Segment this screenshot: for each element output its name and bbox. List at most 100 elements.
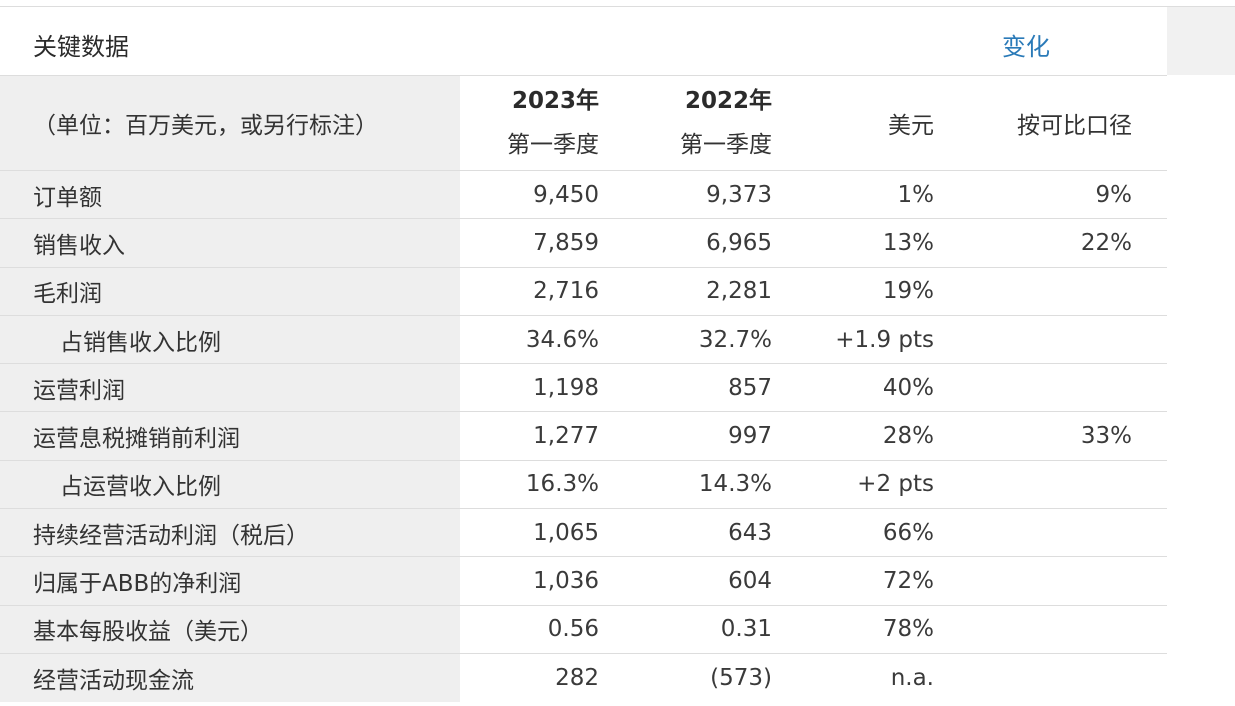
value-2023: 1,277 <box>533 423 599 450</box>
row-label-cell: 持续经营活动利润（税后） <box>0 509 460 557</box>
value-2023: 2,716 <box>533 278 599 305</box>
value-2022-cell: 14.3% <box>599 461 772 508</box>
change-usd: 19% <box>882 278 934 305</box>
unit-note: （单位：百万美元，或另行标注） <box>33 113 378 139</box>
value-2023: 9,450 <box>533 181 599 208</box>
table-row: 占销售收入比例 34.6% 32.7% +1.9 pts <box>0 315 1167 365</box>
row-label-cell: 订单额 <box>0 171 460 219</box>
change-usd-cell: +2 pts <box>772 461 934 508</box>
row-label: 毛利润 <box>33 281 102 308</box>
change-usd: 40% <box>882 374 934 401</box>
change-comparable-cell: 22% <box>934 219 1132 266</box>
table-title-row: 关键数据 变化 <box>0 7 1167 76</box>
change-usd: 13% <box>882 229 934 256</box>
row-label: 经营活动现金流 <box>33 668 194 695</box>
change-usd: +1.9 pts <box>835 326 934 353</box>
value-2022-cell: 997 <box>599 412 772 459</box>
row-label-cell: 经营活动现金流 <box>0 653 460 703</box>
change-comparable-cell <box>934 606 1132 653</box>
table-row: 持续经营活动利润（税后） 1,065 643 66% <box>0 509 1167 558</box>
change-usd: 28% <box>882 423 934 450</box>
value-2022: 997 <box>728 423 772 450</box>
table-row: 经营活动现金流 282 (573) n.a. <box>0 653 1167 703</box>
column-header-2022-q1: 2022年 第一季度 <box>599 76 772 170</box>
header-side-panel <box>1167 7 1235 75</box>
value-2022: 9,373 <box>706 181 772 208</box>
change-usd: n.a. <box>890 665 934 692</box>
row-label: 归属于ABB的净利润 <box>33 571 242 598</box>
value-2023-cell: 1,277 <box>460 412 599 459</box>
row-label: 持续经营活动利润（税后） <box>33 522 309 549</box>
value-2023: 16.3% <box>525 471 599 498</box>
value-2022-cell: 6,965 <box>599 219 772 266</box>
table-header-row: （单位：百万美元，或另行标注） 2023年 第一季度 2022年 第一季度 美元… <box>0 76 1167 171</box>
change-usd-cell: 19% <box>772 268 934 315</box>
table-row: 归属于ABB的净利润 1,036 604 72% <box>0 557 1167 606</box>
row-label: 占运营收入比例 <box>60 474 221 501</box>
value-2023-cell: 1,065 <box>460 509 599 556</box>
row-label: 订单额 <box>33 184 102 211</box>
change-comparable-cell <box>934 509 1132 556</box>
column-header-comparable-label: 按可比口径 <box>1017 113 1132 139</box>
value-2023-cell: 1,036 <box>460 557 599 604</box>
change-column-group-label: 变化 <box>1002 33 1050 61</box>
value-2023-cell: 1,198 <box>460 364 599 411</box>
change-comparable-cell <box>934 268 1132 315</box>
row-label-cell: 归属于ABB的净利润 <box>0 557 460 605</box>
value-2023-cell: 282 <box>460 654 599 702</box>
change-comparable-cell <box>934 557 1132 604</box>
value-2023: 1,036 <box>533 568 599 595</box>
column-header-2023-quarter: 第一季度 <box>507 132 599 158</box>
table-row: 基本每股收益（美元） 0.56 0.31 78% <box>0 605 1167 654</box>
column-header-usd-label: 美元 <box>888 113 934 139</box>
row-label: 运营利润 <box>33 377 125 404</box>
change-comparable-cell <box>934 316 1132 363</box>
value-2022: 643 <box>728 519 772 546</box>
change-usd-cell: 78% <box>772 606 934 653</box>
table-row: 占运营收入比例 16.3% 14.3% +2 pts <box>0 460 1167 510</box>
value-2022: 857 <box>728 374 772 401</box>
row-label: 运营息税摊销前利润 <box>33 426 240 453</box>
table-row: 运营利润 1,198 857 40% <box>0 364 1167 413</box>
value-2022-cell: (573) <box>599 654 772 702</box>
row-label-cell: 运营息税摊销前利润 <box>0 412 460 460</box>
value-2022-cell: 2,281 <box>599 268 772 315</box>
value-2022: 14.3% <box>698 471 772 498</box>
value-2022: 604 <box>728 568 772 595</box>
row-label-cell: 基本每股收益（美元） <box>0 605 460 653</box>
change-comparable: 9% <box>1095 181 1133 208</box>
value-2023: 1,198 <box>533 374 599 401</box>
row-label-cell: 毛利润 <box>0 267 460 315</box>
value-2022: (573) <box>710 665 772 692</box>
change-usd: 78% <box>882 616 934 643</box>
change-comparable-cell: 9% <box>934 171 1133 218</box>
value-2023-cell: 2,716 <box>460 268 599 315</box>
key-figures-table: （单位：百万美元，或另行标注） 2023年 第一季度 2022年 第一季度 美元… <box>0 76 1167 703</box>
change-usd-cell: 1% <box>772 171 935 218</box>
change-usd: +2 pts <box>857 471 934 498</box>
value-2023: 7,859 <box>533 229 599 256</box>
row-label: 销售收入 <box>33 232 125 259</box>
value-2022-cell: 0.31 <box>599 606 772 653</box>
change-comparable-cell <box>934 461 1132 508</box>
column-header-2023-q1: 2023年 第一季度 <box>460 76 599 170</box>
table-row: 销售收入 7,859 6,965 13% 22% <box>0 219 1167 268</box>
column-header-2022-year: 2022年 <box>684 88 772 114</box>
change-usd-cell: 66% <box>772 509 934 556</box>
change-comparable-cell: 33% <box>934 412 1132 459</box>
change-comparable: 22% <box>1080 229 1132 256</box>
change-usd-cell: 13% <box>772 219 934 266</box>
change-usd-cell: n.a. <box>772 654 934 702</box>
column-header-2022-quarter: 第一季度 <box>680 132 772 158</box>
value-2023-cell: 9,450 <box>460 171 599 218</box>
top-divider <box>0 6 1235 7</box>
column-header-2023-year: 2023年 <box>511 88 599 114</box>
change-usd-cell: 28% <box>772 412 934 459</box>
value-2023-cell: 7,859 <box>460 219 599 266</box>
value-2022: 32.7% <box>698 326 772 353</box>
change-usd-cell: 72% <box>772 557 934 604</box>
value-2022-cell: 857 <box>599 364 772 411</box>
value-2023-cell: 0.56 <box>460 606 599 653</box>
value-2023-cell: 34.6% <box>460 316 599 363</box>
page-title: 关键数据 <box>33 33 129 61</box>
